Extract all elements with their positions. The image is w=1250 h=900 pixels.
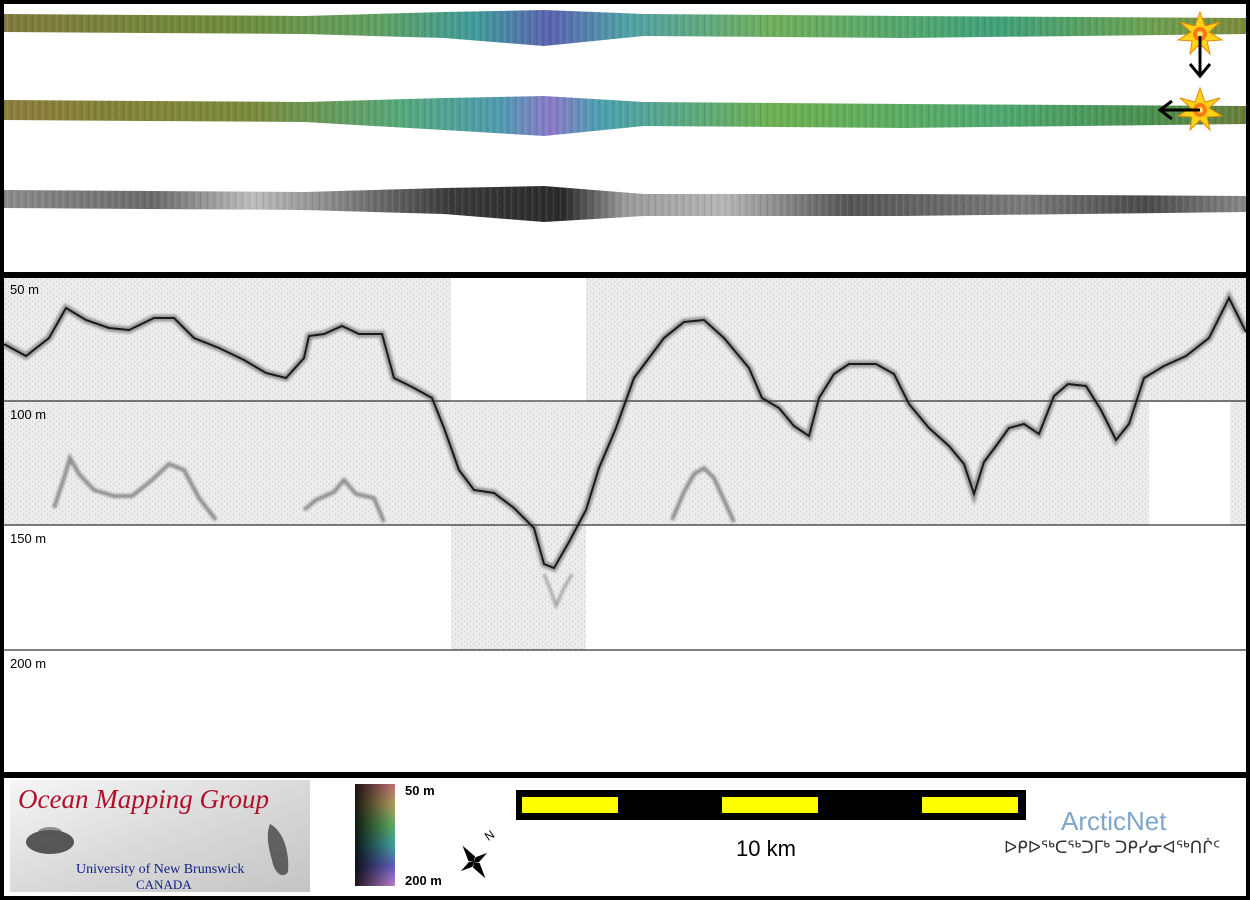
depth-label-150: 150 m [10, 531, 47, 546]
scale-bar-label: 10 km [736, 836, 796, 861]
ogm-sonar-fish-icon [26, 830, 74, 854]
colorbar-bottom-label: 200 m [405, 873, 442, 888]
arcticnet-syllabics: ᐅᑭᐅᖅᑕᖅᑐᒥᒃ ᑐᑭᓯᓂᐊᖅᑎᒌᑦ [1004, 838, 1221, 857]
ogm-title: Ocean Mapping Group [18, 784, 269, 814]
ogm-logo: Ocean Mapping Group University of New Br… [10, 780, 310, 892]
seafloor-reflector [4, 295, 1246, 570]
ogm-country: CANADA [136, 877, 192, 892]
ogm-university: University of New Brunswick [76, 862, 245, 877]
seafloor-multiple [52, 452, 218, 522]
depth-label-200: 200 m [10, 656, 47, 671]
arrow-down-icon [1188, 36, 1212, 79]
profile-graphic [4, 278, 1246, 651]
legend-panel: Ocean Mapping Group University of New Br… [4, 778, 1246, 896]
ogm-logo-graphic [10, 780, 310, 892]
subbottom-profile-panel: 50 m 100 m 150 m 200 m [4, 278, 1246, 772]
arrow-left-icon [1157, 99, 1200, 121]
ogm-ship-icon [267, 824, 289, 876]
scale-bar-segment [722, 797, 818, 813]
depth-label-50: 50 m [10, 282, 39, 297]
swath-graphic [4, 10, 1246, 222]
north-arrow-label: N [482, 828, 497, 844]
colorbar-top-label: 50 m [405, 783, 435, 798]
north-arrow-icon: N [460, 828, 497, 879]
scale-bar-segment [922, 797, 1018, 813]
depth-label-100: 100 m [10, 407, 47, 422]
scale-bar [516, 790, 1026, 820]
arcticnet-logo: ArcticNet [1061, 806, 1167, 836]
swath-panel [4, 4, 1246, 272]
scale-bar-segment [522, 797, 618, 813]
depth-colorbar [355, 784, 395, 886]
